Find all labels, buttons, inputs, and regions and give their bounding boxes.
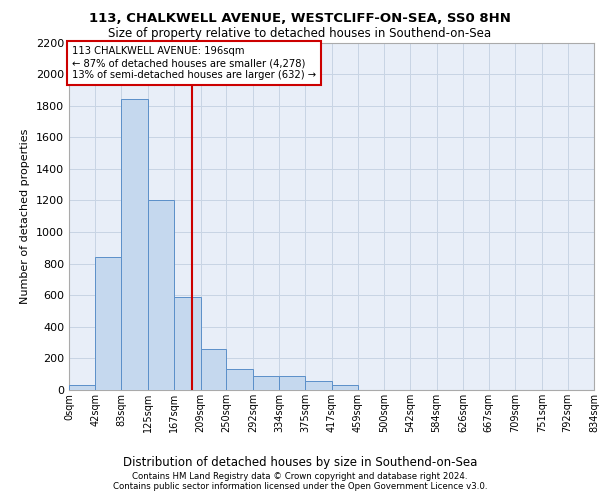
Bar	[148, 200, 174, 390]
Bar	[305, 380, 331, 390]
Text: Distribution of detached houses by size in Southend-on-Sea: Distribution of detached houses by size …	[123, 456, 477, 469]
Text: 113 CHALKWELL AVENUE: 196sqm
← 87% of detached houses are smaller (4,278)
13% of: 113 CHALKWELL AVENUE: 196sqm ← 87% of de…	[71, 46, 316, 80]
Text: Size of property relative to detached houses in Southend-on-Sea: Size of property relative to detached ho…	[109, 28, 491, 40]
Text: Contains public sector information licensed under the Open Government Licence v3: Contains public sector information licen…	[113, 482, 487, 491]
Y-axis label: Number of detached properties: Number of detached properties	[20, 128, 31, 304]
Bar	[226, 370, 253, 390]
Bar	[69, 386, 95, 390]
Bar	[253, 376, 279, 390]
Text: 113, CHALKWELL AVENUE, WESTCLIFF-ON-SEA, SS0 8HN: 113, CHALKWELL AVENUE, WESTCLIFF-ON-SEA,…	[89, 12, 511, 26]
Bar	[174, 297, 200, 390]
Bar	[331, 386, 358, 390]
Bar	[279, 376, 305, 390]
Text: Contains HM Land Registry data © Crown copyright and database right 2024.: Contains HM Land Registry data © Crown c…	[132, 472, 468, 481]
Bar	[95, 258, 121, 390]
Bar	[121, 100, 148, 390]
Bar	[200, 349, 226, 390]
